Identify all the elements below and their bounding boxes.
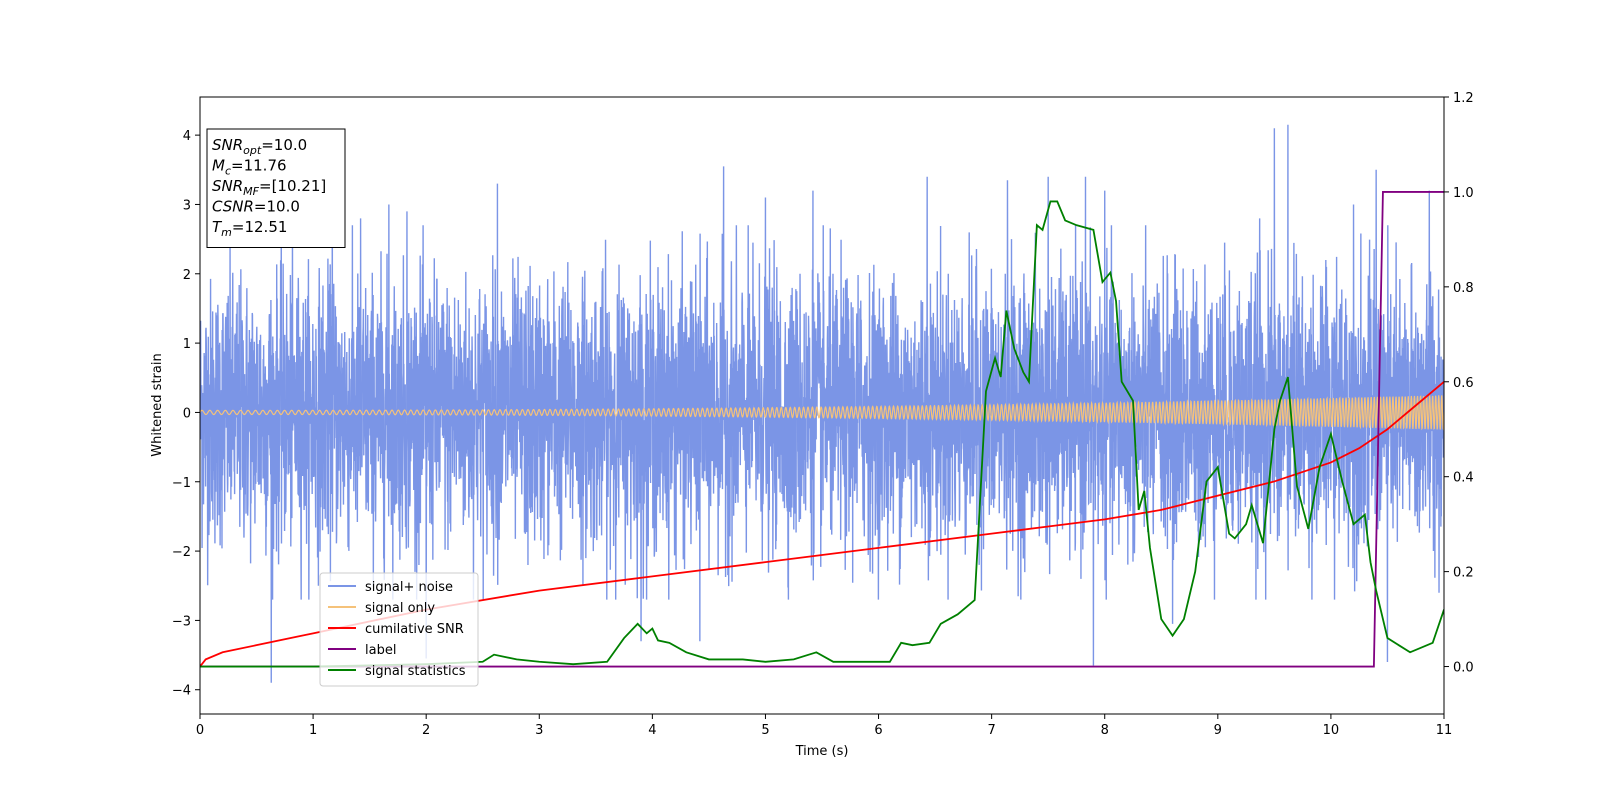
y-left-tick-label: 3 <box>183 198 191 213</box>
series-line-signal-statistics <box>200 200 1444 668</box>
info-box: SNRopt=10.0Mc=11.76SNRMF=[10.21]CSNR=10.… <box>206 128 346 248</box>
y-axis-right: 0.0 0.2 0.4 0.6 0.8 1.0 1.2 <box>1444 91 1474 676</box>
y-left-tick-label: −2 <box>172 545 191 560</box>
series-line-label <box>200 191 1444 668</box>
y-axis-label: Whitened strain <box>150 353 165 456</box>
series-line-signal-only <box>200 395 1444 432</box>
legend-frame <box>319 572 479 687</box>
legend-label: signal statistics <box>365 664 466 679</box>
x-axis-label: Time (s) <box>795 744 849 759</box>
info-line: Tm=12.51 <box>212 218 287 239</box>
x-tick-label: 10 <box>1323 723 1340 738</box>
y-right-tick-label: 0.0 <box>1453 661 1474 676</box>
y-right-tick-label: 0.2 <box>1453 566 1474 581</box>
y-left-tick-label: 4 <box>183 129 191 144</box>
x-tick-label: 9 <box>1214 723 1222 738</box>
y-right-tick-label: 0.8 <box>1453 281 1474 296</box>
y-right-tick-label: 0.4 <box>1453 471 1474 486</box>
y-right-tick-label: 1.0 <box>1453 186 1474 201</box>
x-tick-label: 8 <box>1101 723 1109 738</box>
info-line: CSNR=10.0 <box>212 198 300 216</box>
y-right-tick-label: 0.6 <box>1453 376 1474 391</box>
x-tick-label: 3 <box>535 723 543 738</box>
series-line-signal-noise <box>200 124 1444 683</box>
legend-label: signal+ noise <box>365 580 453 595</box>
legend-label: label <box>365 643 396 658</box>
y-left-tick-label: 1 <box>183 337 191 352</box>
info-box-frame <box>206 128 346 248</box>
legend-label: signal only <box>365 601 435 616</box>
x-tick-label: 5 <box>761 723 769 738</box>
plot-frame <box>199 96 1445 715</box>
y-axis-left: −4 −3 −2 −1 0 1 2 3 4 <box>172 129 200 699</box>
x-tick-label: 6 <box>874 723 882 738</box>
y-left-tick-label: −4 <box>172 684 191 699</box>
y-left-tick-label: 0 <box>183 406 191 421</box>
legend-label: cumilative SNR <box>365 622 464 637</box>
x-tick-label: 0 <box>196 723 204 738</box>
y-left-tick-label: −1 <box>172 476 191 491</box>
x-axis: 0 1 2 3 4 5 6 7 8 9 10 11 <box>196 714 1452 738</box>
info-line: SNRMF=[10.21] <box>212 177 326 198</box>
info-line: SNRopt=10.0 <box>212 136 307 157</box>
series-layer <box>200 124 1444 683</box>
series-line-cumilative-snr <box>200 381 1444 668</box>
info-line: Mc=11.76 <box>212 157 287 178</box>
y-right-tick-label: 1.2 <box>1453 91 1474 106</box>
x-tick-label: 11 <box>1436 723 1453 738</box>
legend: signal+ noise signal only cumilative SNR la… <box>319 572 479 687</box>
y-left-tick-label: 2 <box>183 268 191 283</box>
x-tick-label: 2 <box>422 723 430 738</box>
y-left-tick-label: −3 <box>172 614 191 629</box>
x-tick-label: 7 <box>987 723 995 738</box>
x-tick-label: 1 <box>309 723 317 738</box>
x-tick-label: 4 <box>648 723 656 738</box>
